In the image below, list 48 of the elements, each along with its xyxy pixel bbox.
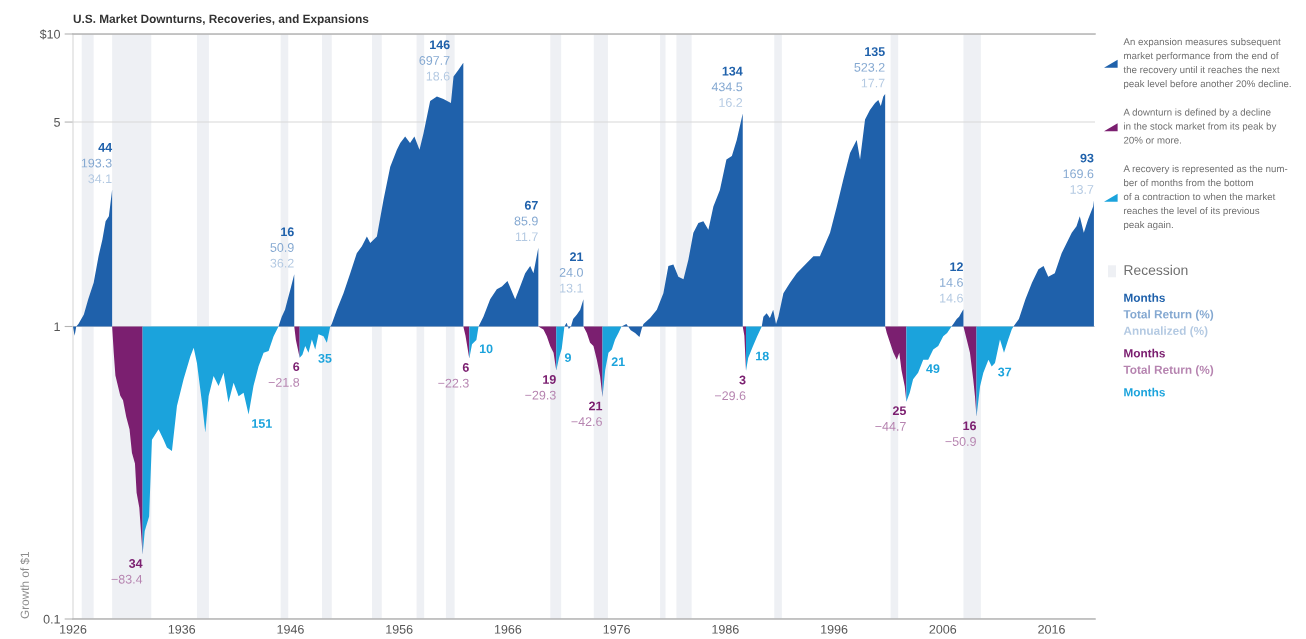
annotation: 35 <box>318 353 332 363</box>
y-tick-label: 0.1 <box>43 614 60 624</box>
x-tick-label: 1936 <box>168 624 196 634</box>
annotation: 37 <box>998 367 1012 377</box>
annotation: 134 434.5 16.2 <box>711 66 743 107</box>
legend-label: A downturn is defined by a decline in the stock market from its peak by 20% or more. <box>1123 108 1277 144</box>
x-tick-label: 2006 <box>929 624 957 634</box>
x-tick-label: 1956 <box>386 624 413 634</box>
annotation: 93 169.6 13.7 <box>1063 153 1094 194</box>
chart-title: U.S. Market Downturns, Recoveries, and Expansions <box>73 14 369 26</box>
legend-label: A recovery is represented as the num- ber of months from the bottom of a contraction to when the market reaches the level of its previous peak again. <box>1123 164 1288 231</box>
text: Months Total Return (%) <box>1123 348 1214 377</box>
annotation: 3 −29.6 <box>714 375 746 401</box>
annotation: 19 −29.3 <box>525 375 556 400</box>
legend-label: An expansion measures subsequent market performance from the end of the recovery until it reaches the next peak level before another 20% decline. <box>1123 38 1291 90</box>
x-tick-label: 1986 <box>712 624 739 634</box>
y-tick-label: 5 <box>54 117 60 127</box>
annotation: 67 85.9 11.7 <box>514 200 538 241</box>
x-tick-label: 1996 <box>821 624 848 634</box>
annotation: 18 <box>756 351 769 361</box>
text: Months <box>1124 387 1165 397</box>
annotation: 12 14.6 14.6 <box>940 262 963 303</box>
annotation: 151 <box>252 419 272 428</box>
annotation: 6 −22.3 <box>438 363 469 388</box>
annotation: 6 −21.8 <box>268 362 300 387</box>
annotation: 16 50.9 36.2 <box>270 227 294 268</box>
annotation: 16 −50.9 <box>945 421 977 446</box>
annotation: 146 697.7 18.6 <box>419 40 450 81</box>
y-tick-label: 1 <box>54 322 60 332</box>
x-tick-label: 2016 <box>1038 624 1065 634</box>
annotation: 21 24.0 13.1 <box>559 252 584 293</box>
x-tick-label: 1966 <box>494 624 522 634</box>
text: Months Total Return (%) Annualized (%) <box>1123 293 1214 338</box>
annotation: 25 −44.7 <box>875 406 907 431</box>
x-tick-label: 1976 <box>603 624 630 634</box>
x-tick-label: 1946 <box>277 624 304 634</box>
annotation: 10 <box>479 344 493 354</box>
annotation: 34 −83.4 <box>111 559 143 584</box>
annotation: 44 193.3 34.1 <box>81 143 113 184</box>
annotation: 21 <box>611 357 625 367</box>
x-tick-label: 1926 <box>60 624 87 634</box>
text: Recession <box>1124 264 1188 276</box>
annotation: 135 523.2 17.7 <box>854 47 885 88</box>
annotation: 21 −42.6 <box>571 401 603 427</box>
y-axis-title: Growth of $1 <box>20 551 30 619</box>
annotation: 49 <box>926 364 940 374</box>
y-tick-label: $10 <box>39 29 61 40</box>
annotation: 9 <box>564 353 571 362</box>
